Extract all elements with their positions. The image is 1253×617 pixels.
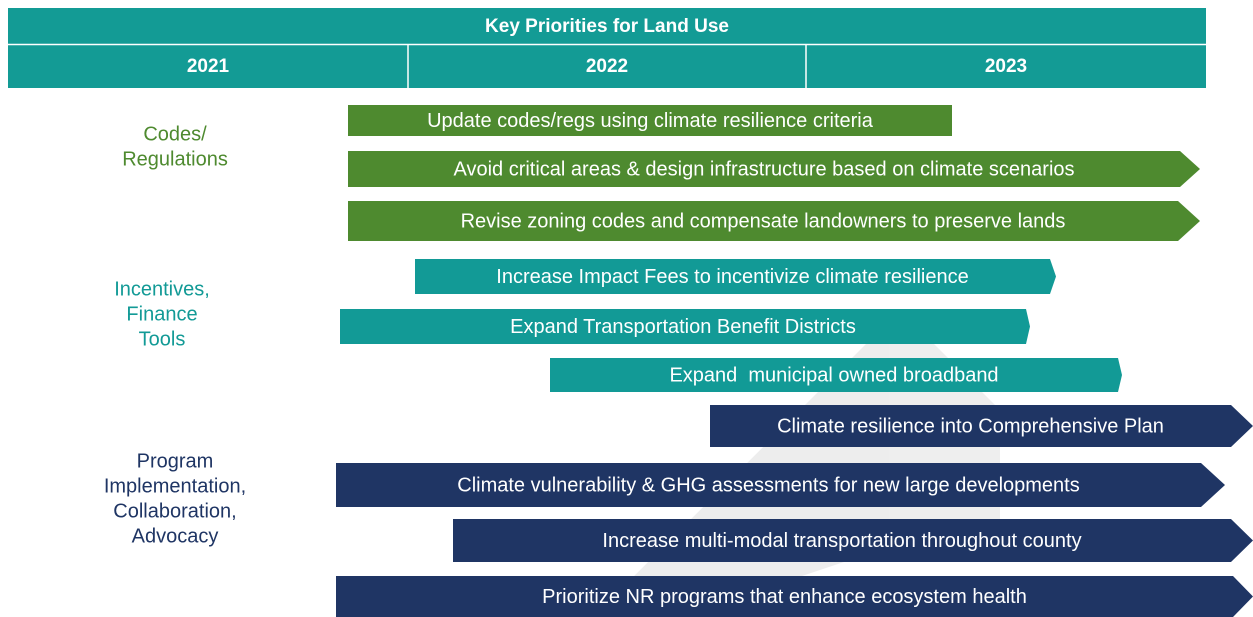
priority-bar	[336, 576, 1253, 617]
group-label: Incentives,	[114, 278, 210, 300]
priority-bar	[340, 309, 1030, 344]
group-label: Collaboration,	[113, 500, 236, 522]
year: 2023	[985, 56, 1027, 77]
priority-bar	[710, 405, 1253, 447]
bar-label: Expand Transportation Benefit Districts	[510, 316, 856, 338]
bar-label: Expand municipal owned broadband	[669, 364, 998, 386]
group-label: Program	[137, 450, 214, 472]
bar-label: Increase multi-modal transportation thro…	[602, 530, 1081, 552]
title: Key Priorities for Land Use	[485, 16, 729, 37]
bar-label: Prioritize NR programs that enhance ecos…	[542, 586, 1027, 608]
priority-bar	[348, 105, 952, 136]
group-label: Implementation,	[104, 475, 246, 497]
group-label: Finance	[126, 303, 197, 325]
priority-bar	[550, 358, 1122, 392]
watermark	[480, 310, 1000, 610]
year: 2021	[187, 56, 230, 77]
priority-bar	[336, 463, 1225, 507]
header-title-bg	[8, 8, 1206, 44]
bar-label: Update codes/regs using climate resilien…	[427, 110, 874, 132]
group-label: Regulations	[122, 148, 228, 170]
bar-label: Increase Impact Fees to incentivize clim…	[496, 266, 968, 288]
priority-bar	[415, 259, 1056, 294]
group-label: Advocacy	[132, 525, 219, 547]
priority-bar	[453, 519, 1253, 562]
year: 2022	[586, 56, 628, 77]
bar-label: Avoid critical areas & design infrastruc…	[453, 158, 1074, 180]
bar-label: Climate vulnerability & GHG assessments …	[457, 474, 1079, 496]
priority-bar	[348, 201, 1200, 241]
group-label: Codes/	[143, 123, 207, 145]
priority-bar	[348, 151, 1200, 187]
header-years-bg	[8, 45, 1206, 88]
bar-label: Climate resilience into Comprehensive Pl…	[777, 415, 1164, 437]
bar-label: Revise zoning codes and compensate lando…	[461, 210, 1066, 232]
group-label: Tools	[139, 328, 186, 350]
